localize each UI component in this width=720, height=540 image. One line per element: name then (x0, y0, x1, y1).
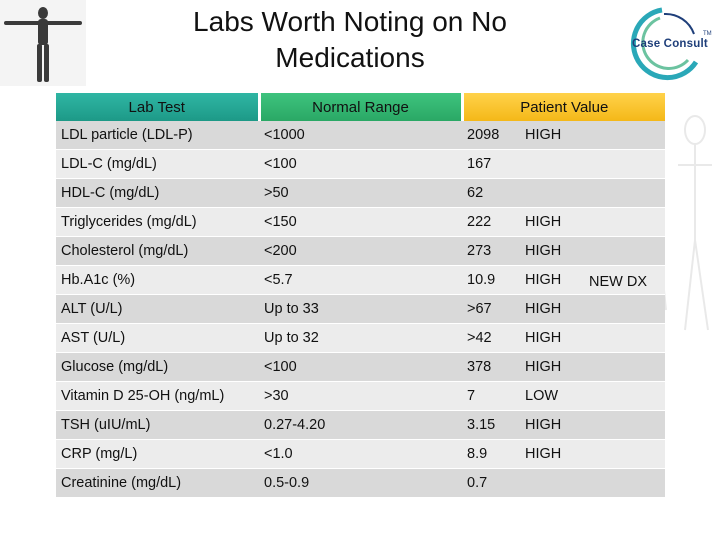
cell-lab-test: HDL-C (mg/dL) (56, 178, 259, 208)
cell-lab-test: ALT (U/L) (56, 294, 259, 324)
case-consult-logo: Case Consult TM (610, 4, 716, 82)
cell-normal-range: <150 (259, 207, 462, 237)
cell-lab-test: TSH (uIU/mL) (56, 410, 259, 440)
cell-normal-range: <200 (259, 236, 462, 266)
table-row: TSH (uIU/mL) 0.27-4.20 3.15 HIGH (56, 410, 665, 440)
header-lab-test: Lab Test (56, 93, 261, 121)
cell-normal-range: <100 (259, 352, 462, 382)
cell-patient-value: 167 (462, 149, 523, 179)
table-row: LDL-C (mg/dL) <100 167 (56, 149, 665, 179)
cell-patient-value: 7 (462, 381, 523, 411)
cell-patient-value: 378 (462, 352, 523, 382)
cell-flag: HIGH (523, 352, 665, 382)
cell-patient-value: 0.7 (462, 468, 523, 498)
cell-flag: HIGH (523, 410, 665, 440)
cell-lab-test: CRP (mg/L) (56, 439, 259, 469)
cell-flag: HIGH (523, 121, 665, 150)
table-row: Hb.A1c (%) <5.7 10.9 HIGH (56, 265, 665, 295)
cell-lab-test: AST (U/L) (56, 323, 259, 353)
table-row: AST (U/L) Up to 32 >42 HIGH (56, 323, 665, 353)
table-row: Triglycerides (mg/dL) <150 222 HIGH (56, 207, 665, 237)
cell-patient-value: 3.15 (462, 410, 523, 440)
vitruvian-figure-icon (0, 0, 86, 86)
cell-normal-range: <1.0 (259, 439, 462, 469)
cell-lab-test: Cholesterol (mg/dL) (56, 236, 259, 266)
cell-lab-test: Triglycerides (mg/dL) (56, 207, 259, 237)
cell-flag: HIGH (523, 323, 665, 353)
slide-title-line-1: Labs Worth Noting on No (193, 6, 507, 37)
cell-normal-range: <100 (259, 149, 462, 179)
cell-normal-range: >30 (259, 381, 462, 411)
table-row: LDL particle (LDL-P) <1000 2098 HIGH (56, 121, 665, 150)
cell-patient-value: 222 (462, 207, 523, 237)
logo-swoosh-icon (630, 7, 699, 81)
cell-normal-range: Up to 32 (259, 323, 462, 353)
logo-text: Case Consult (632, 38, 708, 50)
labs-table-body: LDL particle (LDL-P) <1000 2098 HIGH LDL-C (… (56, 121, 665, 498)
table-row: Creatinine (mg/dL) 0.5-0.9 0.7 (56, 468, 665, 498)
table-row: Glucose (mg/dL) <100 378 HIGH (56, 352, 665, 382)
cell-flag: HIGH (523, 236, 665, 266)
header-patient-value: Patient Value (462, 93, 665, 121)
cell-normal-range: <1000 (259, 121, 462, 150)
cell-patient-value: 8.9 (462, 439, 523, 469)
header-normal-range: Normal Range (259, 93, 464, 121)
new-dx-note: NEW DX (589, 274, 647, 290)
cell-patient-value: 273 (462, 236, 523, 266)
cell-lab-test: Hb.A1c (%) (56, 265, 259, 295)
logo-trademark: TM (703, 31, 712, 37)
cell-patient-value: 10.9 (462, 265, 523, 295)
cell-flag: HIGH (523, 294, 665, 324)
slide-title-line-2: Medications (275, 42, 425, 73)
cell-patient-value: 62 (462, 178, 523, 208)
labs-table: Lab Test Normal Range Patient Value LDL … (56, 93, 665, 498)
table-row: CRP (mg/L) <1.0 8.9 HIGH (56, 439, 665, 469)
cell-lab-test: LDL particle (LDL-P) (56, 121, 259, 150)
cell-flag (523, 149, 665, 179)
cell-flag: HIGH (523, 207, 665, 237)
table-row: ALT (U/L) Up to 33 >67 HIGH (56, 294, 665, 324)
cell-flag: HIGH (523, 439, 665, 469)
cell-lab-test: Creatinine (mg/dL) (56, 468, 259, 498)
table-row: HDL-C (mg/dL) >50 62 (56, 178, 665, 208)
cell-patient-value: 2098 (462, 121, 523, 150)
cell-normal-range: 0.5-0.9 (259, 468, 462, 498)
cell-flag (523, 468, 665, 498)
table-header-row: Lab Test Normal Range Patient Value (56, 93, 665, 121)
cell-flag (523, 178, 665, 208)
table-row: Cholesterol (mg/dL) <200 273 HIGH (56, 236, 665, 266)
cell-normal-range: 0.27-4.20 (259, 410, 462, 440)
cell-flag: HIGH (523, 265, 665, 295)
cell-lab-test: LDL-C (mg/dL) (56, 149, 259, 179)
cell-normal-range: >50 (259, 178, 462, 208)
cell-flag: LOW (523, 381, 665, 411)
cell-patient-value: >67 (462, 294, 523, 324)
cell-normal-range: <5.7 (259, 265, 462, 295)
cell-lab-test: Glucose (mg/dL) (56, 352, 259, 382)
cell-normal-range: Up to 33 (259, 294, 462, 324)
table-row: Vitamin D 25-OH (ng/mL) >30 7 LOW (56, 381, 665, 411)
cell-lab-test: Vitamin D 25-OH (ng/mL) (56, 381, 259, 411)
slide-title: Labs Worth Noting on No Medications (120, 4, 580, 76)
cell-patient-value: >42 (462, 323, 523, 353)
